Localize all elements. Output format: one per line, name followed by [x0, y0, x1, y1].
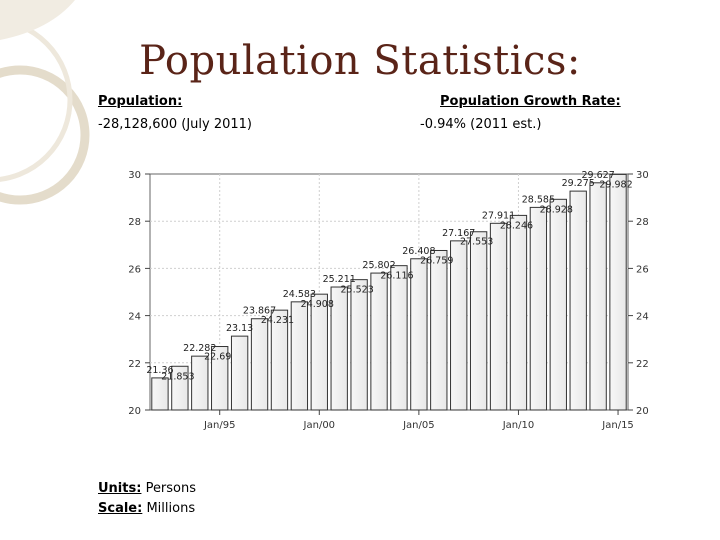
data-label: 25.802	[362, 260, 395, 271]
data-label: 26.759	[420, 255, 453, 266]
x-tick-label: Jan/00	[303, 420, 336, 431]
data-label: 24.908	[301, 299, 334, 310]
data-label: 21.853	[161, 371, 194, 382]
scale-line: Scale: Millions	[98, 501, 195, 516]
bar	[211, 346, 229, 411]
data-label: 27.167	[442, 228, 475, 239]
data-label: 26.116	[380, 271, 413, 282]
bar	[330, 286, 348, 411]
y-tick-label-right: 24	[636, 312, 649, 323]
y-tick-label-left: 20	[128, 406, 141, 417]
y-tick-label-left: 30	[128, 170, 141, 181]
units-value: Persons	[145, 481, 197, 496]
data-label: 25.211	[323, 274, 356, 285]
bar	[469, 231, 488, 411]
data-label: 28.928	[540, 204, 573, 215]
y-tick-label-right: 22	[636, 359, 649, 370]
x-tick-label: Jan/10	[502, 420, 535, 431]
bar	[430, 249, 448, 411]
data-label: 29.275	[562, 178, 595, 189]
data-label: 27.553	[460, 237, 493, 248]
y-tick-label-left: 28	[128, 217, 141, 228]
data-label: 28.246	[500, 220, 533, 231]
x-tick-label: Jan/15	[601, 420, 634, 431]
y-tick-label-left: 24	[128, 312, 141, 323]
population-value: -28,128,600 (July 2011)	[98, 117, 252, 132]
bar	[489, 222, 508, 411]
bar	[230, 335, 249, 411]
population-label: Population:	[98, 94, 183, 109]
data-label: 27.911	[482, 210, 515, 221]
bar	[549, 198, 567, 411]
y-tick-label-right: 28	[636, 217, 649, 228]
bar	[450, 240, 468, 411]
bar	[250, 318, 269, 411]
plot-area	[149, 173, 629, 411]
data-label: 22.69	[204, 352, 231, 363]
bar	[270, 309, 289, 411]
data-label: 23.13	[226, 323, 253, 334]
bar	[569, 190, 587, 411]
data-label: 25.523	[341, 285, 374, 296]
y-tick-label-right: 30	[636, 170, 649, 181]
data-label: 29.982	[599, 179, 632, 190]
bar	[350, 279, 368, 411]
y-tick-label-left: 26	[128, 264, 141, 275]
scale-label: Scale:	[98, 501, 143, 516]
data-label: 22.282	[183, 343, 216, 354]
bar	[410, 258, 428, 411]
bar	[191, 355, 209, 411]
units-label: Units:	[98, 481, 142, 496]
bar	[151, 377, 169, 411]
scale-value: Millions	[146, 501, 196, 516]
data-label: 28.585	[522, 194, 555, 205]
data-label: 29.627	[582, 170, 615, 181]
data-label: 23.867	[243, 306, 276, 317]
x-tick-label: Jan/95	[203, 420, 236, 431]
y-tick-label-right: 20	[636, 406, 649, 417]
data-label: 21.36	[146, 365, 173, 376]
y-tick-label-right: 26	[636, 264, 649, 275]
bar	[509, 214, 528, 411]
x-tick-label: Jan/05	[402, 420, 435, 431]
units-line: Units: Persons	[98, 481, 196, 496]
bar	[171, 365, 189, 411]
bar	[609, 173, 627, 411]
bar	[390, 265, 408, 411]
growth-rate-label: Population Growth Rate:	[440, 94, 621, 109]
slide-title: Population Statistics:	[139, 38, 581, 84]
growth-rate-value: -0.94% (2011 est.)	[420, 117, 542, 132]
bar	[529, 206, 548, 411]
bar	[589, 182, 607, 411]
y-tick-label-left: 22	[128, 359, 141, 370]
bar	[290, 301, 309, 411]
data-label: 24.583	[283, 289, 316, 300]
data-label: 24.231	[261, 315, 294, 326]
data-label: 26.408	[402, 246, 435, 257]
bar	[370, 272, 388, 411]
bar	[310, 293, 328, 411]
